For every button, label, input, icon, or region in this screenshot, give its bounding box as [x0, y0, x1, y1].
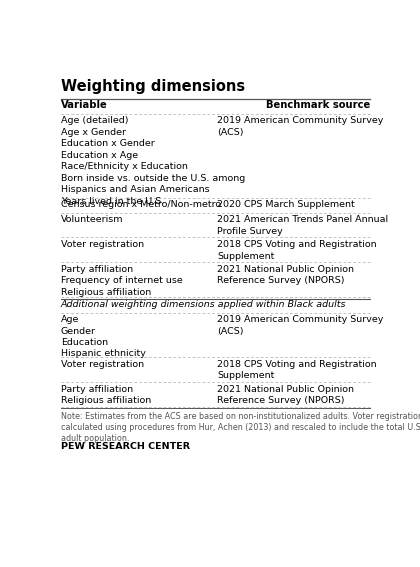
- Text: 2021 National Public Opinion
Reference Survey (NPORS): 2021 National Public Opinion Reference S…: [217, 384, 354, 405]
- Text: Benchmark source: Benchmark source: [265, 100, 370, 111]
- Text: 2019 American Community Survey
(ACS): 2019 American Community Survey (ACS): [217, 315, 383, 336]
- Text: Additional weighting dimensions applied within Black adults: Additional weighting dimensions applied …: [60, 300, 346, 309]
- Text: Party affiliation
Religious affiliation: Party affiliation Religious affiliation: [60, 384, 151, 405]
- Text: 2021 National Public Opinion
Reference Survey (NPORS): 2021 National Public Opinion Reference S…: [217, 265, 354, 285]
- Text: Weighting dimensions: Weighting dimensions: [60, 79, 245, 94]
- Text: 2021 American Trends Panel Annual
Profile Survey: 2021 American Trends Panel Annual Profil…: [217, 215, 388, 236]
- Text: Census region x Metro/Non-metro: Census region x Metro/Non-metro: [60, 200, 221, 209]
- Text: Party affiliation
Frequency of internet use
Religious affiliation: Party affiliation Frequency of internet …: [60, 265, 182, 297]
- Text: Voter registration: Voter registration: [60, 240, 144, 249]
- Text: Variable: Variable: [60, 100, 108, 111]
- Text: PEW RESEARCH CENTER: PEW RESEARCH CENTER: [60, 442, 190, 451]
- Text: Volunteerism: Volunteerism: [60, 215, 123, 224]
- Text: 2019 American Community Survey
(ACS): 2019 American Community Survey (ACS): [217, 116, 383, 137]
- Text: Age (detailed)
Age x Gender
Education x Gender
Education x Age
Race/Ethnicity x : Age (detailed) Age x Gender Education x …: [60, 116, 245, 205]
- Text: Note: Estimates from the ACS are based on non-institutionalized adults. Voter re: Note: Estimates from the ACS are based o…: [60, 412, 420, 443]
- Text: Voter registration: Voter registration: [60, 359, 144, 369]
- Text: 2018 CPS Voting and Registration
Supplement: 2018 CPS Voting and Registration Supplem…: [217, 359, 376, 380]
- Text: Age
Gender
Education
Hispanic ethnicity: Age Gender Education Hispanic ethnicity: [60, 315, 145, 358]
- Text: 2020 CPS March Supplement: 2020 CPS March Supplement: [217, 200, 354, 209]
- Text: 2018 CPS Voting and Registration
Supplement: 2018 CPS Voting and Registration Supplem…: [217, 240, 376, 260]
